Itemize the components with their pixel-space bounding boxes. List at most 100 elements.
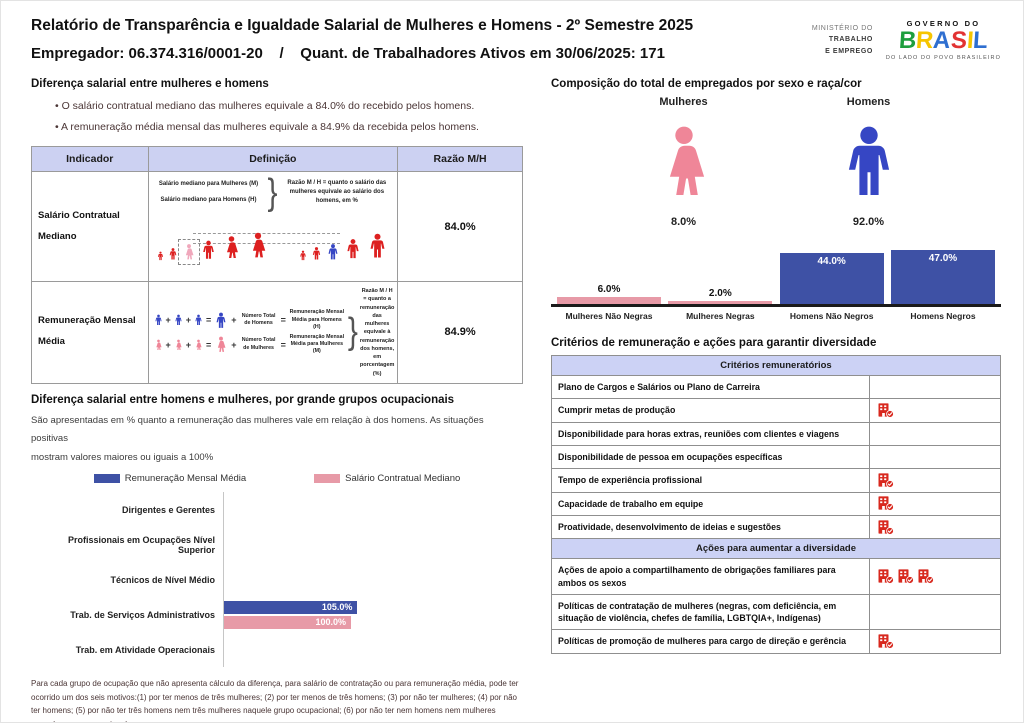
man-figure-icon	[173, 313, 184, 327]
operator-glyph: =	[280, 339, 286, 350]
composition-group-woman: Mulheres 8.0%	[648, 96, 720, 228]
indicator-label: Remuneração Mensal Média	[31, 281, 149, 384]
operator-glyph: +	[231, 339, 237, 350]
occupation-bar-area	[223, 527, 523, 563]
occupation-row: Dirigentes e Gerentes	[31, 492, 523, 528]
occupation-category-label: Trab. de Serviços Administrativos	[70, 609, 215, 620]
brace-glyph: }	[347, 311, 358, 353]
operator-glyph: =	[206, 315, 212, 326]
definition-cell: Salário mediano para Mulheres (M) Salári…	[147, 171, 399, 282]
indicator-table-header-row: Indicador Definição Razão M/H	[31, 146, 523, 172]
composition-bar	[557, 297, 661, 304]
gov-logo-top-text: GOVERNO DO	[906, 19, 981, 28]
company-check-icon	[876, 519, 895, 535]
median-men-label: Salário mediano para Homens (H)	[160, 196, 257, 203]
occupation-row: Profissionais em Ocupações Nível Superio…	[31, 527, 523, 563]
composition-category-label: Homens Não Negros	[789, 311, 874, 321]
occupational-title: Diferença salarial entre homens e mulher…	[31, 393, 455, 406]
occupation-bar-area	[223, 562, 523, 598]
criteria-row: Disponibilidade de pessoa em ocupações e…	[551, 444, 1001, 470]
ratio-definition-note: Razão M / H = quanto o salário das mulhe…	[287, 180, 387, 205]
woman-figure-icon	[153, 338, 164, 352]
women-figures-group	[156, 229, 271, 266]
criteria-row: Plano de Cargos e Salários ou Plano de C…	[551, 374, 1001, 400]
criteria-label: Capacidade de trabalho em equipe	[551, 491, 870, 516]
company-check-icon	[876, 402, 895, 418]
occupation-category-label: Técnicos de Nível Médio	[110, 574, 215, 585]
criteria-row: Políticas de contratação de mulheres (ne…	[551, 593, 1001, 631]
composition-bar: 44.0%	[779, 253, 884, 304]
occupation-bar-area: 105.0% 100.0%	[223, 597, 523, 633]
operator-glyph: +	[165, 315, 171, 326]
composition-bar-slot: 2.0%	[668, 288, 773, 304]
criteria-mark-cell	[869, 398, 1001, 423]
man-figure-icon	[310, 245, 323, 262]
legend-swatch	[314, 474, 341, 484]
formula-diagram: + + = + Número Total de Homens = Remuneração M…	[153, 287, 394, 378]
criteria-row: Cumprir metas de produção	[551, 398, 1001, 423]
brasil-logo-letter: S	[949, 27, 968, 54]
criterios-title: Critérios de remuneração e ações para ga…	[551, 337, 877, 349]
bar-value-label: 47.0%	[928, 252, 958, 264]
gov-logo-slogan: DO LADO DO POVO BRASILEIRO	[885, 55, 1001, 61]
woman-figure-icon	[173, 338, 184, 352]
criteria-label: Plano de Cargos e Salários ou Plano de C…	[551, 374, 870, 400]
criteria-mark-cell	[869, 491, 1001, 516]
criteria-mark-cell	[869, 558, 1001, 595]
composition-bar-slot: 6.0%	[557, 284, 661, 304]
occupation-row: Técnicos de Nível Médio	[31, 562, 523, 598]
ministry-logo-line: MINISTÉRIO DO	[811, 25, 873, 33]
bar-value-label: 44.0%	[817, 256, 846, 268]
criteria-row: Ações de apoio a compartilhamento de obr…	[551, 558, 1001, 595]
employer-line: Empregador: 06.374.316/0001-20 / Quant. …	[31, 45, 665, 62]
ministry-logo-line: TRABALHO	[828, 36, 873, 44]
ratio-value: 84.9%	[397, 281, 523, 384]
criteria-label: Tempo de experiência profissional	[551, 468, 870, 493]
operator-glyph: =	[206, 339, 212, 350]
company-check-icon	[916, 568, 935, 584]
composition-bar-chart: 6.0% 2.0% 44.0% 47.0%	[551, 240, 1001, 307]
criteria-section-header: Ações para aumentar a diversidade	[551, 538, 1001, 560]
composition-category-label: Mulheres Negras	[686, 311, 755, 321]
occupational-footnote: Para cada grupo de ocupação que não apre…	[31, 679, 519, 722]
formula-count-label: Número Total de Homens	[241, 313, 276, 327]
man-figure-icon	[156, 250, 165, 262]
section-occupational-gap: Diferença salarial entre homens e mulher…	[31, 393, 523, 722]
median-labels: Salário mediano para Mulheres (M) Salári…	[153, 177, 265, 208]
ratio-definition-note: Razão M / H = quanto a remuneração das m…	[359, 288, 395, 377]
man-figure-icon	[153, 313, 164, 327]
formula-result-label: Remuneração Mensal Média para Mulheres (…	[289, 333, 345, 355]
operator-glyph: +	[185, 339, 192, 350]
brace-glyph: }	[267, 171, 278, 213]
bar-value-label: 6.0%	[597, 284, 621, 296]
criteria-label: Políticas de contratação de mulheres (ne…	[551, 593, 870, 631]
criteria-section-header-row: Ações para aumentar a diversidade	[551, 538, 1001, 560]
bar-value-label: 2.0%	[708, 288, 732, 299]
criteria-mark-cell	[869, 421, 1001, 446]
criteria-row: Tempo de experiência profissional	[551, 468, 1001, 493]
woman-figure-icon	[193, 338, 204, 352]
man-pictogram-icon	[833, 116, 905, 208]
formula-result-label: Remuneração Mensal Média para Homens (H)	[289, 309, 345, 330]
median-dashed-line	[193, 242, 341, 244]
row-remuneracao-mensal-media: Remuneração Mensal Média + + = + Número Tota…	[31, 281, 523, 384]
ministry-logo-line: E EMPREGO	[825, 47, 873, 55]
woman-pictogram-icon	[648, 116, 720, 208]
woman-figure-icon	[213, 334, 229, 355]
criteria-row: Disponibilidade para horas extras, reuni…	[551, 421, 1001, 446]
ratio-value: 84.0%	[397, 171, 523, 282]
formula-lines: + + = + Número Total de Homens = Remuneração M…	[153, 306, 346, 358]
woman-figure-icon	[177, 239, 200, 266]
criteria-row: Políticas de promoção de mulheres para c…	[551, 629, 1001, 654]
operator-glyph: +	[185, 315, 192, 326]
criteria-mark-cell	[869, 374, 1001, 400]
occupation-bar-area	[223, 632, 523, 668]
legend-swatch	[93, 474, 120, 484]
col-header-razao: Razão M/H	[397, 146, 523, 172]
company-check-icon	[896, 568, 915, 584]
man-figure-icon	[213, 310, 229, 331]
man-figure-icon	[365, 230, 390, 262]
occupation-row: Trab. de Serviços Administrativos 105.0% 1…	[31, 597, 523, 633]
woman-figure-icon	[245, 229, 271, 262]
